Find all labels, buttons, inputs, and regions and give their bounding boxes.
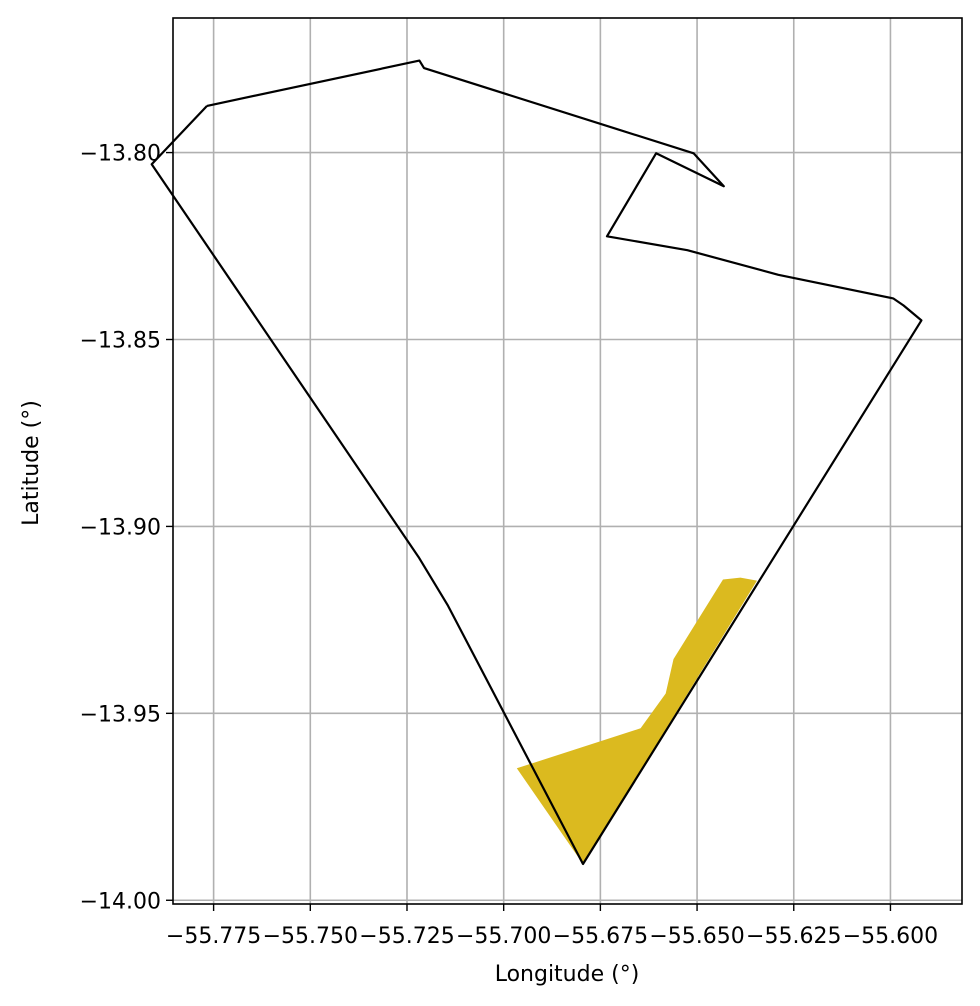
highlighted-area-polygon xyxy=(516,577,757,864)
y-tick-label: −13.90 xyxy=(80,515,161,540)
x-tick-label: −55.700 xyxy=(456,924,551,949)
grid-lines xyxy=(173,18,962,904)
x-tick-label: −55.675 xyxy=(553,924,648,949)
plot-data xyxy=(150,59,923,866)
y-tick-label: −14.00 xyxy=(80,889,161,914)
boundary-outline xyxy=(150,59,923,866)
x-tick-label: −55.600 xyxy=(843,924,938,949)
axis-ticks: −55.775 −55.750 −55.725 −55.700 −55.675 −55.6… xyxy=(80,142,939,949)
x-tick-label: −55.650 xyxy=(649,924,744,949)
y-axis-title: Latitude (°) xyxy=(19,400,44,526)
x-tick-label: −55.750 xyxy=(263,924,358,949)
x-tick-label: −55.725 xyxy=(359,924,454,949)
x-tick-label: −55.625 xyxy=(746,924,841,949)
y-tick-label: −13.85 xyxy=(80,329,161,354)
x-axis-title: Longitude (°) xyxy=(495,962,640,987)
plot-frame xyxy=(172,17,963,905)
y-tick-label: −13.80 xyxy=(80,142,161,167)
y-tick-label: −13.95 xyxy=(80,702,161,727)
x-tick-label: −55.775 xyxy=(166,924,261,949)
